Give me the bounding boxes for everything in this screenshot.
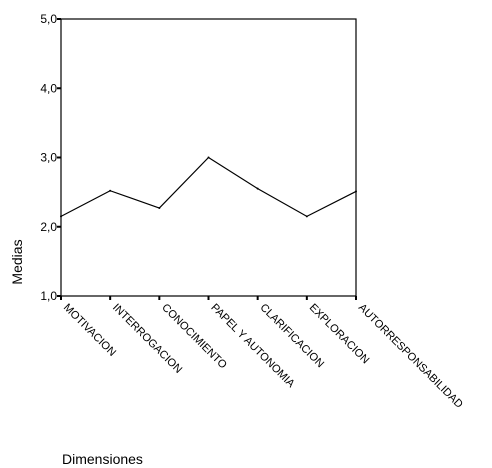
x-axis-ticks: MOTIVACIONINTERROGACIONCONOCIMIENTOPAPEL…: [60, 296, 465, 411]
data-point: [109, 189, 112, 192]
y-tick-label: 3,0: [40, 151, 57, 165]
x-tick-label: PAPEL Y AUTONOMIA: [208, 302, 297, 391]
x-tick-label: AUTORRESPONSABILIDAD: [356, 302, 465, 411]
y-tick-label: 2,0: [40, 220, 57, 234]
data-point: [355, 190, 357, 193]
series-layer: [60, 156, 357, 218]
data-point: [207, 156, 210, 159]
y-tick-label: 5,0: [40, 12, 57, 26]
x-axis-label: Dimensiones: [62, 451, 143, 467]
data-point: [158, 207, 161, 210]
data-point: [305, 215, 308, 218]
y-tick-label: 4,0: [40, 81, 57, 95]
y-tick-label: 1,0: [40, 289, 57, 303]
data-point: [60, 215, 62, 218]
x-tick-label: MOTIVACION: [61, 302, 118, 359]
y-axis-ticks: 1,0 2,0 3,0 4,0 5,0: [40, 12, 61, 303]
data-point: [256, 187, 259, 190]
y-axis-label: Medias: [9, 239, 25, 284]
series-line: [60, 156, 357, 218]
